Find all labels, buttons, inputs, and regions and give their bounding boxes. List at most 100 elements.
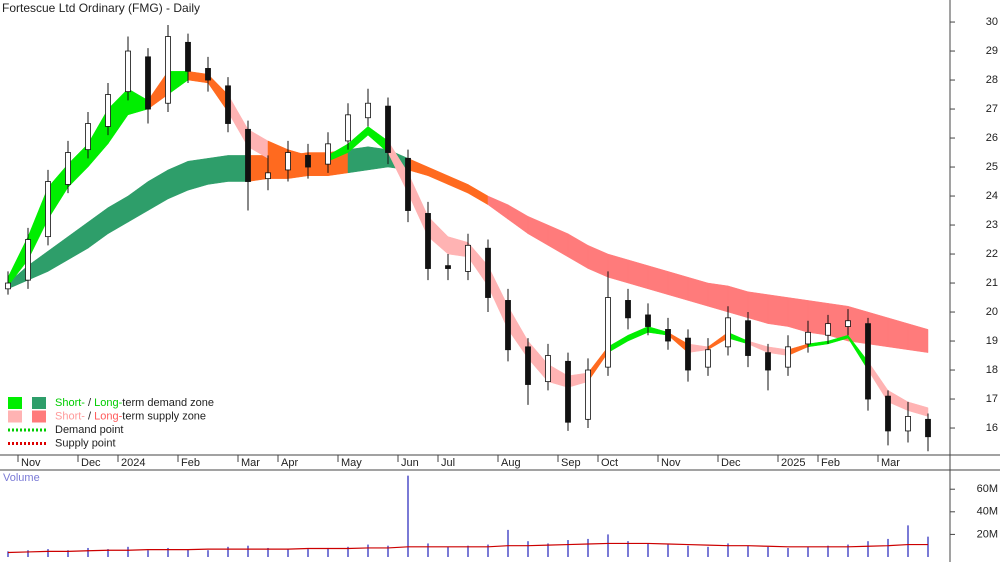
candle-body (385, 105, 391, 153)
zone-segment (827, 303, 849, 342)
candle-body (745, 320, 751, 356)
x-tick-label: May (341, 457, 362, 469)
candle-body (685, 337, 691, 371)
x-tick-label: Sep (561, 457, 581, 469)
zone-segment (727, 285, 749, 319)
volume-bar (827, 545, 829, 557)
candle-body (565, 360, 571, 423)
x-tick-label: Mar (881, 457, 900, 469)
volume-bar (227, 546, 229, 557)
legend-swatch (32, 410, 46, 423)
candle-body (505, 300, 511, 351)
volume-bar (267, 547, 269, 557)
candle-body (265, 172, 271, 180)
x-tick-label: Nov (21, 457, 41, 469)
legend-label: Supply point (55, 437, 116, 449)
candle-body (165, 36, 171, 104)
candle-body (125, 50, 131, 93)
candle-body (765, 352, 771, 371)
y-tick-label: 20 (986, 306, 998, 318)
volume-bar (7, 551, 9, 557)
volume-bar (747, 545, 749, 557)
candle-body (625, 300, 631, 319)
candle-body (545, 355, 551, 383)
candle-body (325, 143, 331, 165)
y-tick-label: 19 (986, 335, 998, 347)
candle-body (205, 68, 211, 81)
legend-swatch (8, 410, 22, 423)
zone-segment (347, 146, 369, 174)
legend-swatch (8, 397, 22, 409)
candle-body (245, 128, 251, 182)
y-tick-label: 18 (986, 364, 998, 376)
volume-bar (247, 545, 249, 557)
candle-body (65, 152, 71, 185)
candle-body (485, 247, 491, 298)
volume-bar (27, 550, 29, 557)
candle-body (845, 320, 851, 327)
volume-bar (427, 543, 429, 557)
candle-body (865, 323, 871, 400)
volume-bar (567, 540, 569, 557)
volume-pane (7, 475, 929, 557)
volume-bar (507, 529, 509, 557)
x-tick-label: Feb (821, 457, 840, 469)
volume-bar (67, 550, 69, 557)
zone-segment (247, 155, 269, 182)
zone-segment (807, 300, 829, 336)
x-tick-label: Apr (281, 457, 298, 469)
x-tick-label: 2025 (781, 457, 805, 469)
x-tick-label: Oct (601, 457, 618, 469)
y-tick-label: 16 (986, 422, 998, 434)
volume-bar (147, 550, 149, 557)
candle-body (425, 213, 431, 269)
y-tick-label: 24 (986, 190, 998, 202)
zone-segment (867, 311, 889, 348)
legend-text: Demand point (55, 424, 124, 436)
volume-bar (287, 549, 289, 557)
candle-body (525, 346, 531, 385)
volume-bar (647, 543, 649, 557)
candle-body (825, 323, 831, 336)
volume-tick-label: 40M (977, 506, 998, 518)
candles (5, 24, 931, 452)
candle-body (405, 157, 411, 211)
x-tick-label: Aug (501, 457, 521, 469)
candle-body (725, 317, 731, 348)
legend-text: / (85, 410, 94, 422)
y-tick-label: 26 (986, 132, 998, 144)
candle-body (885, 395, 891, 432)
candle-body (645, 314, 651, 327)
y-tick-label: 28 (986, 74, 998, 86)
candle-body (585, 369, 591, 420)
volume-bar (627, 541, 629, 557)
candle-body (785, 346, 791, 368)
candle-body (25, 239, 31, 281)
candle-body (285, 152, 291, 171)
candle-body (365, 102, 371, 119)
zones (7, 70, 929, 417)
volume-bar (207, 550, 209, 557)
legend-text: Short- (55, 397, 85, 409)
volume-average (7, 542, 928, 554)
legend-text: term demand zone (122, 397, 214, 409)
x-tick-label: Jun (401, 457, 419, 469)
legend-label: Demand point (55, 424, 124, 436)
zone-segment (747, 291, 769, 324)
volume-bar (187, 549, 189, 557)
x-tick-label: Dec (721, 457, 741, 469)
candle-body (805, 331, 811, 345)
zone-segment (207, 155, 229, 185)
x-tick-label: Nov (661, 457, 681, 469)
volume-bar (367, 544, 369, 557)
legend-text: term supply zone (122, 410, 206, 422)
volume-bar (867, 541, 869, 557)
volume-bar (47, 549, 49, 557)
zone-segment (787, 297, 809, 333)
volume-bar (167, 547, 169, 557)
candle-body (445, 265, 451, 269)
